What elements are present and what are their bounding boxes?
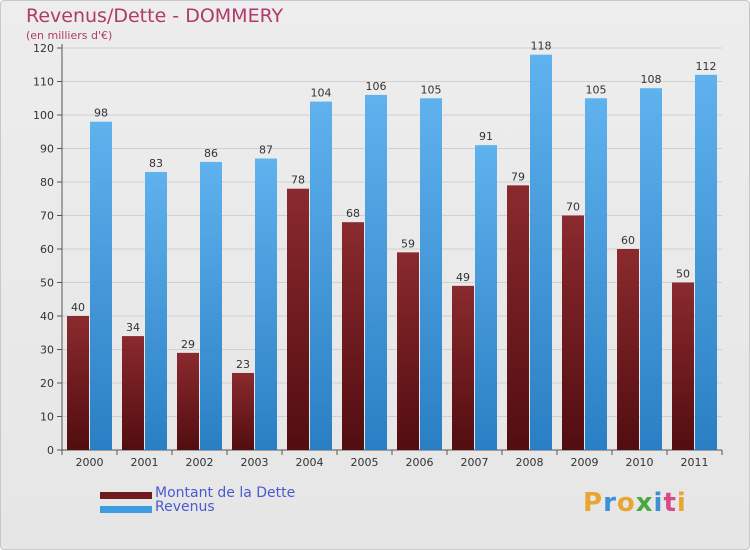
data-label-revenus: 87 — [259, 144, 273, 157]
bar-dette — [122, 336, 144, 450]
logo-letter: r — [603, 488, 617, 518]
legend-label-revenus: Revenus — [155, 499, 215, 515]
logo-letter: o — [616, 488, 636, 518]
data-label-dette: 29 — [181, 338, 195, 351]
data-label-dette: 78 — [291, 174, 305, 187]
data-label-dette: 60 — [621, 234, 635, 247]
bar-revenus — [420, 98, 442, 450]
x-tick-label: 2006 — [406, 456, 434, 469]
y-tick-label: 110 — [33, 76, 54, 89]
chart-title: Revenus/Dette - DOMMERY — [26, 5, 284, 27]
logo-letter: x — [635, 488, 654, 518]
y-tick-label: 80 — [40, 176, 54, 189]
x-tick-label: 2009 — [571, 456, 599, 469]
y-tick-label: 60 — [40, 243, 54, 256]
y-tick-label: 20 — [40, 377, 54, 390]
bar-revenus — [475, 145, 497, 450]
bar-dette — [232, 372, 254, 450]
data-label-dette: 70 — [566, 201, 580, 214]
bar-revenus — [200, 161, 222, 450]
y-tick-label: 50 — [40, 277, 54, 290]
chart-subtitle: (en milliers d'€) — [26, 29, 113, 42]
data-label-revenus: 106 — [366, 80, 387, 93]
data-label-revenus: 105 — [586, 83, 607, 96]
data-label-dette: 49 — [456, 271, 470, 284]
bar-revenus — [310, 101, 332, 450]
data-label-revenus: 91 — [479, 130, 493, 143]
data-label-revenus: 108 — [641, 73, 662, 86]
data-label-revenus: 105 — [421, 83, 442, 96]
data-label-dette: 34 — [126, 321, 140, 334]
x-tick-label: 2008 — [516, 456, 544, 469]
bar-revenus — [695, 74, 717, 451]
x-tick-label: 2011 — [681, 456, 709, 469]
data-label-revenus: 104 — [311, 87, 332, 100]
bar-dette — [617, 249, 639, 450]
data-label-revenus: 112 — [696, 60, 717, 73]
proxiti-logo: Proxiti — [583, 488, 687, 518]
data-label-revenus: 98 — [94, 107, 108, 120]
legend-label-dette: Montant de la Dette — [155, 485, 296, 501]
logo-letter: P — [583, 488, 604, 518]
bar-dette — [177, 352, 199, 450]
bar-revenus — [145, 171, 167, 450]
bar-dette — [397, 252, 419, 450]
data-label-dette: 79 — [511, 170, 525, 183]
bar-revenus — [255, 158, 277, 451]
y-tick-label: 120 — [33, 42, 54, 55]
bar-revenus — [585, 98, 607, 450]
data-label-dette: 50 — [676, 268, 690, 281]
data-label-revenus: 86 — [204, 147, 218, 160]
bar-revenus — [365, 94, 387, 451]
x-tick-label: 2000 — [76, 456, 104, 469]
bar-dette — [67, 316, 89, 450]
y-tick-label: 90 — [40, 143, 54, 156]
bar-revenus — [90, 121, 112, 450]
bar-dette — [507, 185, 529, 450]
legend-swatch-dette — [100, 492, 152, 499]
y-tick-label: 70 — [40, 210, 54, 223]
data-label-dette: 23 — [236, 358, 250, 371]
logo-letter: i — [676, 488, 687, 518]
bar-revenus — [640, 88, 662, 450]
x-tick-label: 2007 — [461, 456, 489, 469]
x-tick-label: 2002 — [186, 456, 214, 469]
bar-dette — [562, 215, 584, 450]
y-tick-label: 100 — [33, 109, 54, 122]
x-tick-label: 2004 — [296, 456, 324, 469]
logo-letter: t — [663, 488, 677, 518]
data-label-revenus: 118 — [531, 40, 552, 53]
bar-dette — [452, 285, 474, 450]
x-tick-label: 2001 — [131, 456, 159, 469]
bar-dette — [342, 222, 364, 450]
bar-dette — [287, 188, 309, 450]
bar-revenus — [530, 54, 552, 450]
logo-letter: i — [653, 488, 664, 518]
y-tick-label: 40 — [40, 310, 54, 323]
y-tick-label: 10 — [40, 411, 54, 424]
y-tick-label: 0 — [47, 444, 54, 457]
data-label-dette: 59 — [401, 237, 415, 250]
bar-dette — [672, 282, 694, 450]
data-label-dette: 68 — [346, 207, 360, 220]
y-tick-label: 30 — [40, 344, 54, 357]
legend-swatch-revenus — [100, 506, 152, 513]
data-label-revenus: 83 — [149, 157, 163, 170]
x-tick-label: 2003 — [241, 456, 269, 469]
data-label-dette: 40 — [71, 301, 85, 314]
x-tick-label: 2010 — [626, 456, 654, 469]
x-tick-label: 2005 — [351, 456, 379, 469]
